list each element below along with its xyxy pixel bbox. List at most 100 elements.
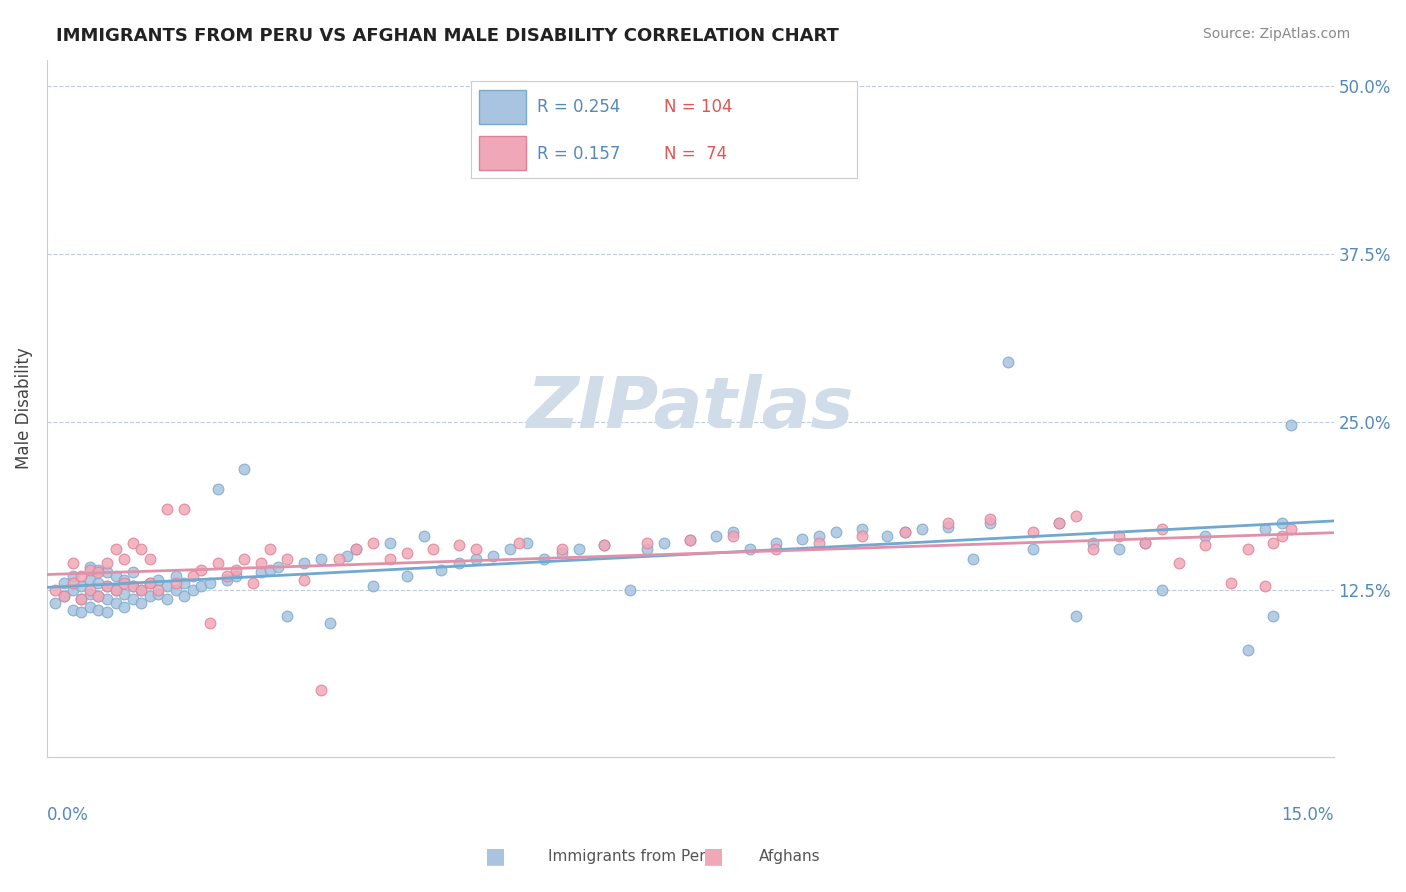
Point [1219, 576, 1241, 591]
Point [807, 535, 830, 549]
Point [593, 538, 616, 552]
Point [104, 542, 127, 557]
Point [112, 576, 135, 591]
Point [79, 574, 101, 588]
Point [1133, 535, 1156, 549]
Point [70, 592, 93, 607]
Point [936, 519, 959, 533]
Point [79, 582, 101, 597]
Point [550, 546, 572, 560]
Point [396, 569, 419, 583]
Point [1064, 508, 1087, 523]
Text: ■: ■ [485, 847, 506, 866]
Point [173, 502, 195, 516]
Point [62, 603, 84, 617]
Point [361, 535, 384, 549]
Point [112, 551, 135, 566]
Point [1236, 542, 1258, 557]
Point [516, 535, 538, 549]
Point [851, 529, 873, 543]
Point [1263, 609, 1285, 624]
Point [807, 529, 830, 543]
Point [319, 616, 342, 631]
Point [447, 556, 470, 570]
Point [259, 562, 281, 576]
Point [619, 582, 641, 597]
Point [447, 538, 470, 552]
Point [190, 579, 212, 593]
Point [173, 576, 195, 591]
Point [276, 609, 298, 624]
Point [104, 582, 127, 597]
Point [87, 590, 110, 604]
Point [311, 551, 333, 566]
Point [62, 569, 84, 583]
Point [96, 606, 118, 620]
Point [104, 596, 127, 610]
Point [156, 579, 179, 593]
Point [215, 569, 238, 583]
Point [198, 616, 221, 631]
Point [70, 606, 93, 620]
Point [464, 542, 486, 557]
Point [1150, 522, 1173, 536]
Text: 15.0%: 15.0% [1281, 806, 1333, 824]
Point [740, 542, 762, 557]
Point [44, 596, 66, 610]
Point [198, 576, 221, 591]
Point [148, 587, 170, 601]
Point [96, 579, 118, 593]
Point [87, 576, 110, 591]
Point [378, 535, 401, 549]
Point [344, 542, 367, 557]
Point [396, 546, 419, 560]
Point [156, 502, 179, 516]
Point [1022, 524, 1045, 539]
Point [181, 582, 204, 597]
Point [568, 542, 591, 557]
Point [765, 542, 787, 557]
Point [121, 579, 143, 593]
Point [121, 565, 143, 579]
Text: Immigrants from Peru: Immigrants from Peru [548, 849, 716, 863]
Point [233, 551, 256, 566]
Point [53, 590, 76, 604]
Point [259, 542, 281, 557]
Point [173, 590, 195, 604]
Text: ■: ■ [703, 847, 724, 866]
Point [893, 524, 915, 539]
Point [165, 576, 187, 591]
Point [1279, 522, 1302, 536]
Point [165, 582, 187, 597]
Point [499, 542, 522, 557]
Point [53, 590, 76, 604]
Point [1263, 535, 1285, 549]
Point [250, 556, 273, 570]
Point [979, 511, 1001, 525]
Point [979, 516, 1001, 530]
Point [704, 529, 727, 543]
Point [129, 582, 152, 597]
Point [44, 582, 66, 597]
Point [181, 569, 204, 583]
Point [1254, 522, 1277, 536]
Point [250, 565, 273, 579]
Point [1194, 529, 1216, 543]
Point [593, 538, 616, 552]
Point [148, 574, 170, 588]
Point [361, 579, 384, 593]
Point [1083, 542, 1105, 557]
Point [1168, 556, 1191, 570]
Point [96, 556, 118, 570]
Point [533, 551, 555, 566]
Point [344, 542, 367, 557]
Point [1083, 535, 1105, 549]
Point [233, 462, 256, 476]
Point [87, 565, 110, 579]
Point [112, 587, 135, 601]
Point [825, 524, 848, 539]
Point [1133, 535, 1156, 549]
Point [70, 579, 93, 593]
Text: Afghans: Afghans [759, 849, 821, 863]
Point [112, 600, 135, 615]
